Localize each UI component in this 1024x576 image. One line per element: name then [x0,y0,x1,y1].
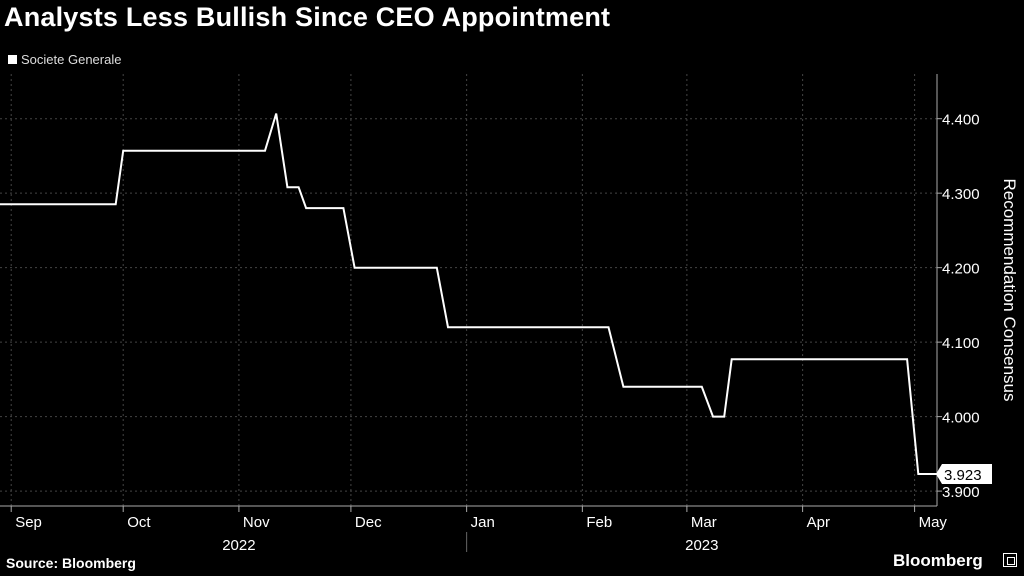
y-tick-label: 4.300 [942,186,980,203]
series-line [0,113,964,475]
y-tick-label: 4.000 [942,410,980,427]
x-tick-label: May [919,514,948,531]
legend-swatch [8,55,17,64]
y-axis-title: Recommendation Consensus [1000,178,1019,401]
y-tick-label: 3.900 [942,484,980,501]
source-note: Source: Bloomberg [6,555,136,571]
y-tick-label: 4.100 [942,335,980,352]
y-tick-label: 4.400 [942,112,980,129]
chart-title: Analysts Less Bullish Since CEO Appointm… [4,2,611,32]
x-tick-label: Dec [355,514,382,531]
x-tick-label: Feb [586,514,612,531]
y-tick-label: 4.200 [942,261,980,278]
last-value-label: 3.923 [944,467,982,484]
bloomberg-logo: Bloomberg [893,551,983,570]
x-tick-label: Nov [243,514,270,531]
bloomberg-mark-icon [1003,553,1017,567]
year-label: 2022 [222,537,255,554]
x-tick-label: Mar [691,514,717,531]
last-value-callout [936,463,992,484]
x-tick-label: Jan [471,514,495,531]
x-tick-label: Apr [807,514,830,531]
x-tick-label: Oct [127,514,151,531]
x-tick-label: Sep [15,514,42,531]
year-label: 2023 [685,537,718,554]
legend-label: Societe Generale [21,52,122,67]
legend: Societe Generale [8,52,121,67]
